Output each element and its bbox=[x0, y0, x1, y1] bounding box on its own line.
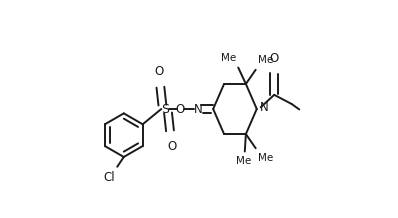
Text: N: N bbox=[193, 102, 202, 116]
Text: O: O bbox=[269, 52, 279, 65]
Text: Me: Me bbox=[236, 156, 251, 166]
Text: Me: Me bbox=[258, 55, 273, 65]
Text: O: O bbox=[167, 140, 176, 153]
Text: N: N bbox=[259, 101, 268, 114]
Text: Cl: Cl bbox=[103, 171, 115, 184]
Text: Me: Me bbox=[221, 53, 236, 63]
Text: Me: Me bbox=[258, 153, 273, 163]
Text: S: S bbox=[161, 102, 169, 116]
Text: O: O bbox=[154, 65, 163, 78]
Text: O: O bbox=[176, 102, 185, 116]
